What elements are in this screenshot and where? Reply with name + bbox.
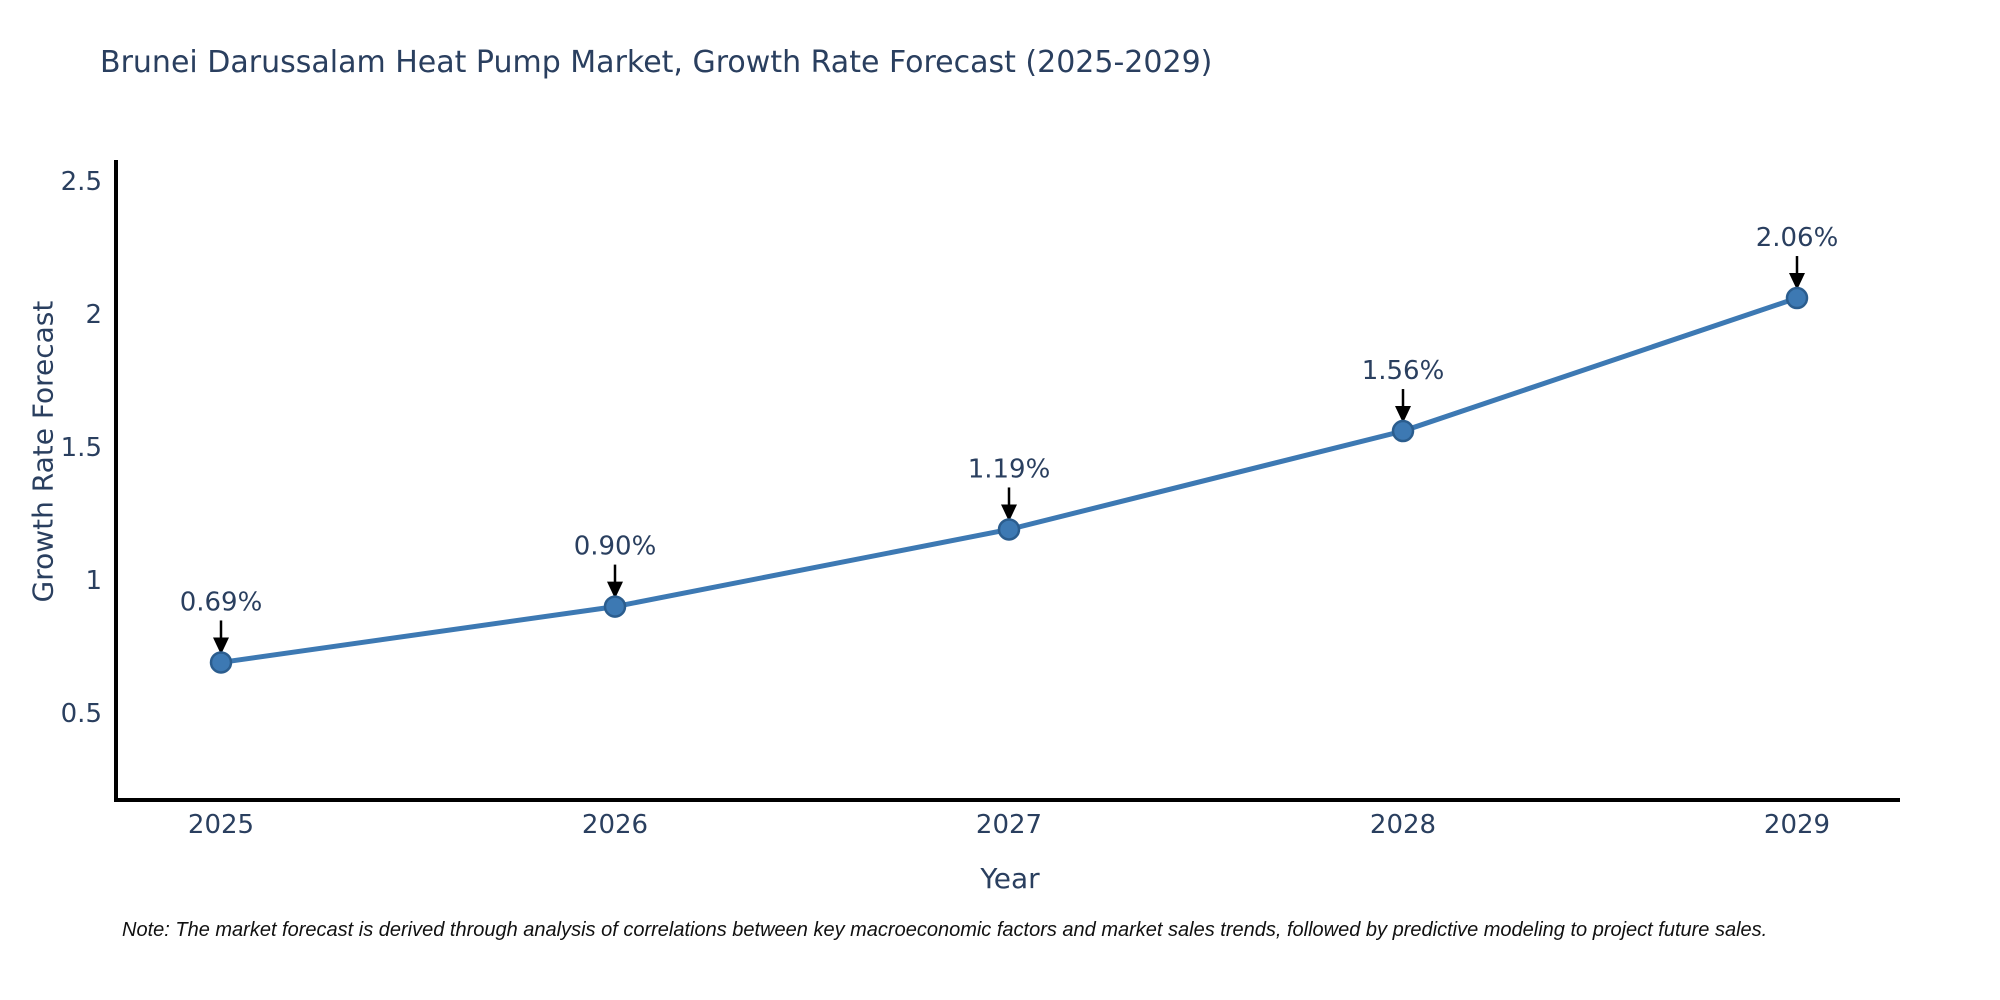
point-value-label: 1.19% — [968, 454, 1051, 484]
x-axis-label: Year — [980, 862, 1040, 895]
annotation-arrowhead-icon — [1789, 273, 1805, 291]
y-tick-label: 2 — [85, 300, 102, 330]
x-tick-label: 2029 — [1764, 810, 1830, 840]
annotation-arrowhead-icon — [1001, 504, 1017, 522]
point-value-label: 2.06% — [1756, 223, 1839, 253]
x-tick-label: 2028 — [1370, 810, 1436, 840]
point-value-label: 1.56% — [1362, 356, 1445, 386]
point-value-label: 0.69% — [180, 587, 263, 617]
x-tick-label: 2025 — [188, 810, 254, 840]
y-tick-label: 0.5 — [61, 699, 102, 729]
y-axis-label: Growth Rate Forecast — [26, 300, 60, 603]
data-point-marker[interactable] — [1391, 419, 1415, 443]
footnote: Note: The market forecast is derived thr… — [122, 919, 1768, 941]
data-point-marker[interactable] — [209, 651, 233, 674]
y-tick-label: 1 — [85, 566, 102, 596]
data-point-marker[interactable] — [603, 595, 627, 618]
y-tick-label: 2.5 — [61, 167, 102, 197]
point-value-label: 0.90% — [574, 532, 657, 562]
annotation-arrowhead-icon — [607, 581, 623, 599]
data-point-marker[interactable] — [997, 518, 1021, 541]
annotation-arrowhead-icon — [213, 637, 229, 655]
x-tick-label: 2027 — [976, 810, 1042, 840]
y-tick-label: 1.5 — [61, 433, 102, 463]
chart-title: Brunei Darussalam Heat Pump Market, Grow… — [100, 45, 1213, 80]
data-point-marker[interactable] — [1785, 286, 1809, 310]
annotation-arrowhead-icon — [1395, 406, 1411, 424]
x-tick-label: 2026 — [582, 810, 648, 840]
